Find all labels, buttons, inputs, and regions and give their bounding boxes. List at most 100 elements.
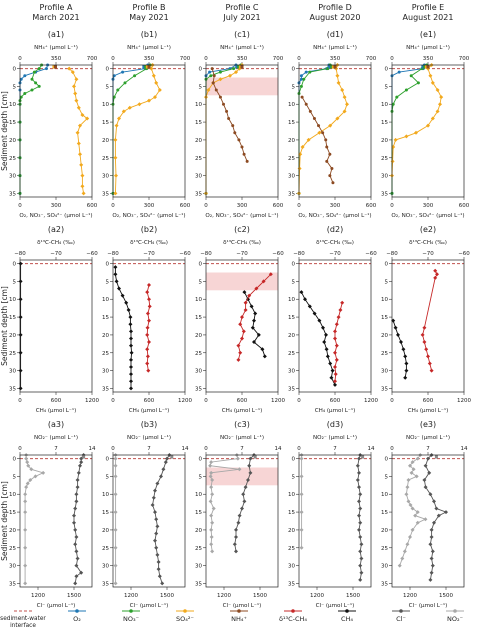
no2-point <box>400 556 405 561</box>
so4-point <box>404 134 409 139</box>
d13c-point <box>333 365 337 370</box>
no2-point <box>209 485 214 490</box>
cl-point <box>154 517 159 522</box>
bottom-tick-label: 0 <box>111 203 115 209</box>
top-axis-label: NO₂⁻ (μmol L⁻¹) <box>220 434 264 441</box>
bottom-axis-label: O₂, NO₃⁻, SO₄²⁻ (μmol L⁻¹) <box>112 212 185 219</box>
no2-point <box>113 581 118 586</box>
d13c-point <box>247 293 252 298</box>
top-value-bar <box>237 65 241 69</box>
nh4-point <box>312 117 316 121</box>
bottom-tick-label: 1500 <box>346 593 360 599</box>
no3-line <box>19 64 42 194</box>
depth-tick-label: 10 <box>102 492 109 498</box>
depth-tick-label: 0 <box>13 67 17 73</box>
ch4-point <box>129 365 133 370</box>
cl-point <box>430 563 435 568</box>
top-value-bar <box>333 65 337 69</box>
d13c-point <box>333 329 337 334</box>
d13c-point <box>243 307 248 312</box>
depth-tick-label: 15 <box>102 120 109 126</box>
panel-label: (e3) <box>420 420 436 429</box>
no2-point <box>411 467 416 472</box>
so4-point <box>228 73 232 78</box>
depth-tick-label: 15 <box>288 120 295 126</box>
depth-tick-label: 5 <box>106 279 110 285</box>
top-axis-label: NO₂⁻ (μmol L⁻¹) <box>127 434 171 441</box>
bottom-tick-label: 1200 <box>31 593 45 599</box>
ch4-point <box>401 347 406 352</box>
depth-tick-label: 30 <box>288 564 295 570</box>
cl-point <box>232 542 237 547</box>
no2-point <box>113 563 118 568</box>
so4-point <box>80 112 85 117</box>
ch4-point <box>307 304 312 309</box>
ch4-line <box>300 291 336 386</box>
depth-tick-label: 15 <box>381 120 388 126</box>
cl-point <box>76 470 81 475</box>
nh4-point <box>237 138 241 142</box>
depth-tick-label: 30 <box>195 369 202 375</box>
legend-label: SO₄²⁻ <box>176 615 194 623</box>
so4-point <box>430 80 435 85</box>
top-axis-label: δ¹³C-CH₄ (‰) <box>409 239 447 246</box>
depth-tick-label: 35 <box>9 386 16 392</box>
no2-point <box>299 527 304 532</box>
cl-line <box>423 454 448 580</box>
bottom-tick-label: 1500 <box>160 593 174 599</box>
nh4-point <box>211 81 215 85</box>
no2-point <box>23 563 28 568</box>
so4-line <box>298 64 348 194</box>
top-value-bar <box>170 455 174 459</box>
no2-point <box>208 474 213 479</box>
depth-tick-label: 35 <box>288 191 295 197</box>
cl-point <box>234 535 238 540</box>
no3-point <box>34 81 38 85</box>
panel-frame <box>298 259 372 393</box>
cl-point <box>359 570 364 575</box>
cl-point <box>357 485 361 490</box>
ch4-point <box>129 350 134 355</box>
ch4-point <box>18 332 23 337</box>
depth-tick-label: 30 <box>9 564 16 570</box>
bottom-tick-label: 0 <box>390 203 394 209</box>
depth-tick-label: 35 <box>195 581 202 587</box>
nh4-point <box>245 159 249 163</box>
depth-tick-label: 35 <box>195 386 202 392</box>
cl-point <box>73 506 78 511</box>
bottom-tick-label: 600 <box>330 398 341 404</box>
depth-tick-label: 15 <box>288 315 295 321</box>
d13c-point <box>240 315 244 320</box>
depth-tick-label: 20 <box>195 138 202 144</box>
depth-tick-label: 5 <box>13 84 17 90</box>
depth-tick-label: 30 <box>9 369 16 375</box>
top-value-bar <box>238 65 242 69</box>
top-value-bar <box>424 65 428 69</box>
bottom-axis-label: CH₄ (μmol L⁻¹) <box>36 407 77 414</box>
d13c-point <box>254 286 259 291</box>
cl-point <box>246 477 250 482</box>
bottom-tick-label: 300 <box>237 203 248 209</box>
d13c-point <box>147 297 151 302</box>
so4-point <box>336 80 341 85</box>
cl-point <box>150 502 155 507</box>
no3-point <box>232 67 236 71</box>
so4-line <box>391 64 442 176</box>
nh4-point <box>214 88 218 92</box>
so4-point <box>297 166 302 171</box>
top-tick-label: 14 <box>182 446 189 452</box>
so4-point <box>121 109 126 114</box>
no2-point <box>210 520 215 525</box>
so4-point <box>78 123 82 128</box>
d13c-point <box>241 329 246 334</box>
ch4-point <box>253 311 258 316</box>
nh4-point <box>321 131 325 135</box>
top-tick-label: 0 <box>390 446 394 452</box>
ch4-point <box>403 354 408 359</box>
bottom-tick-label: 0 <box>297 398 301 404</box>
depth-tick-label: 25 <box>288 546 295 552</box>
ch4-point <box>404 368 409 373</box>
top-tick-label: 350 <box>144 56 155 62</box>
